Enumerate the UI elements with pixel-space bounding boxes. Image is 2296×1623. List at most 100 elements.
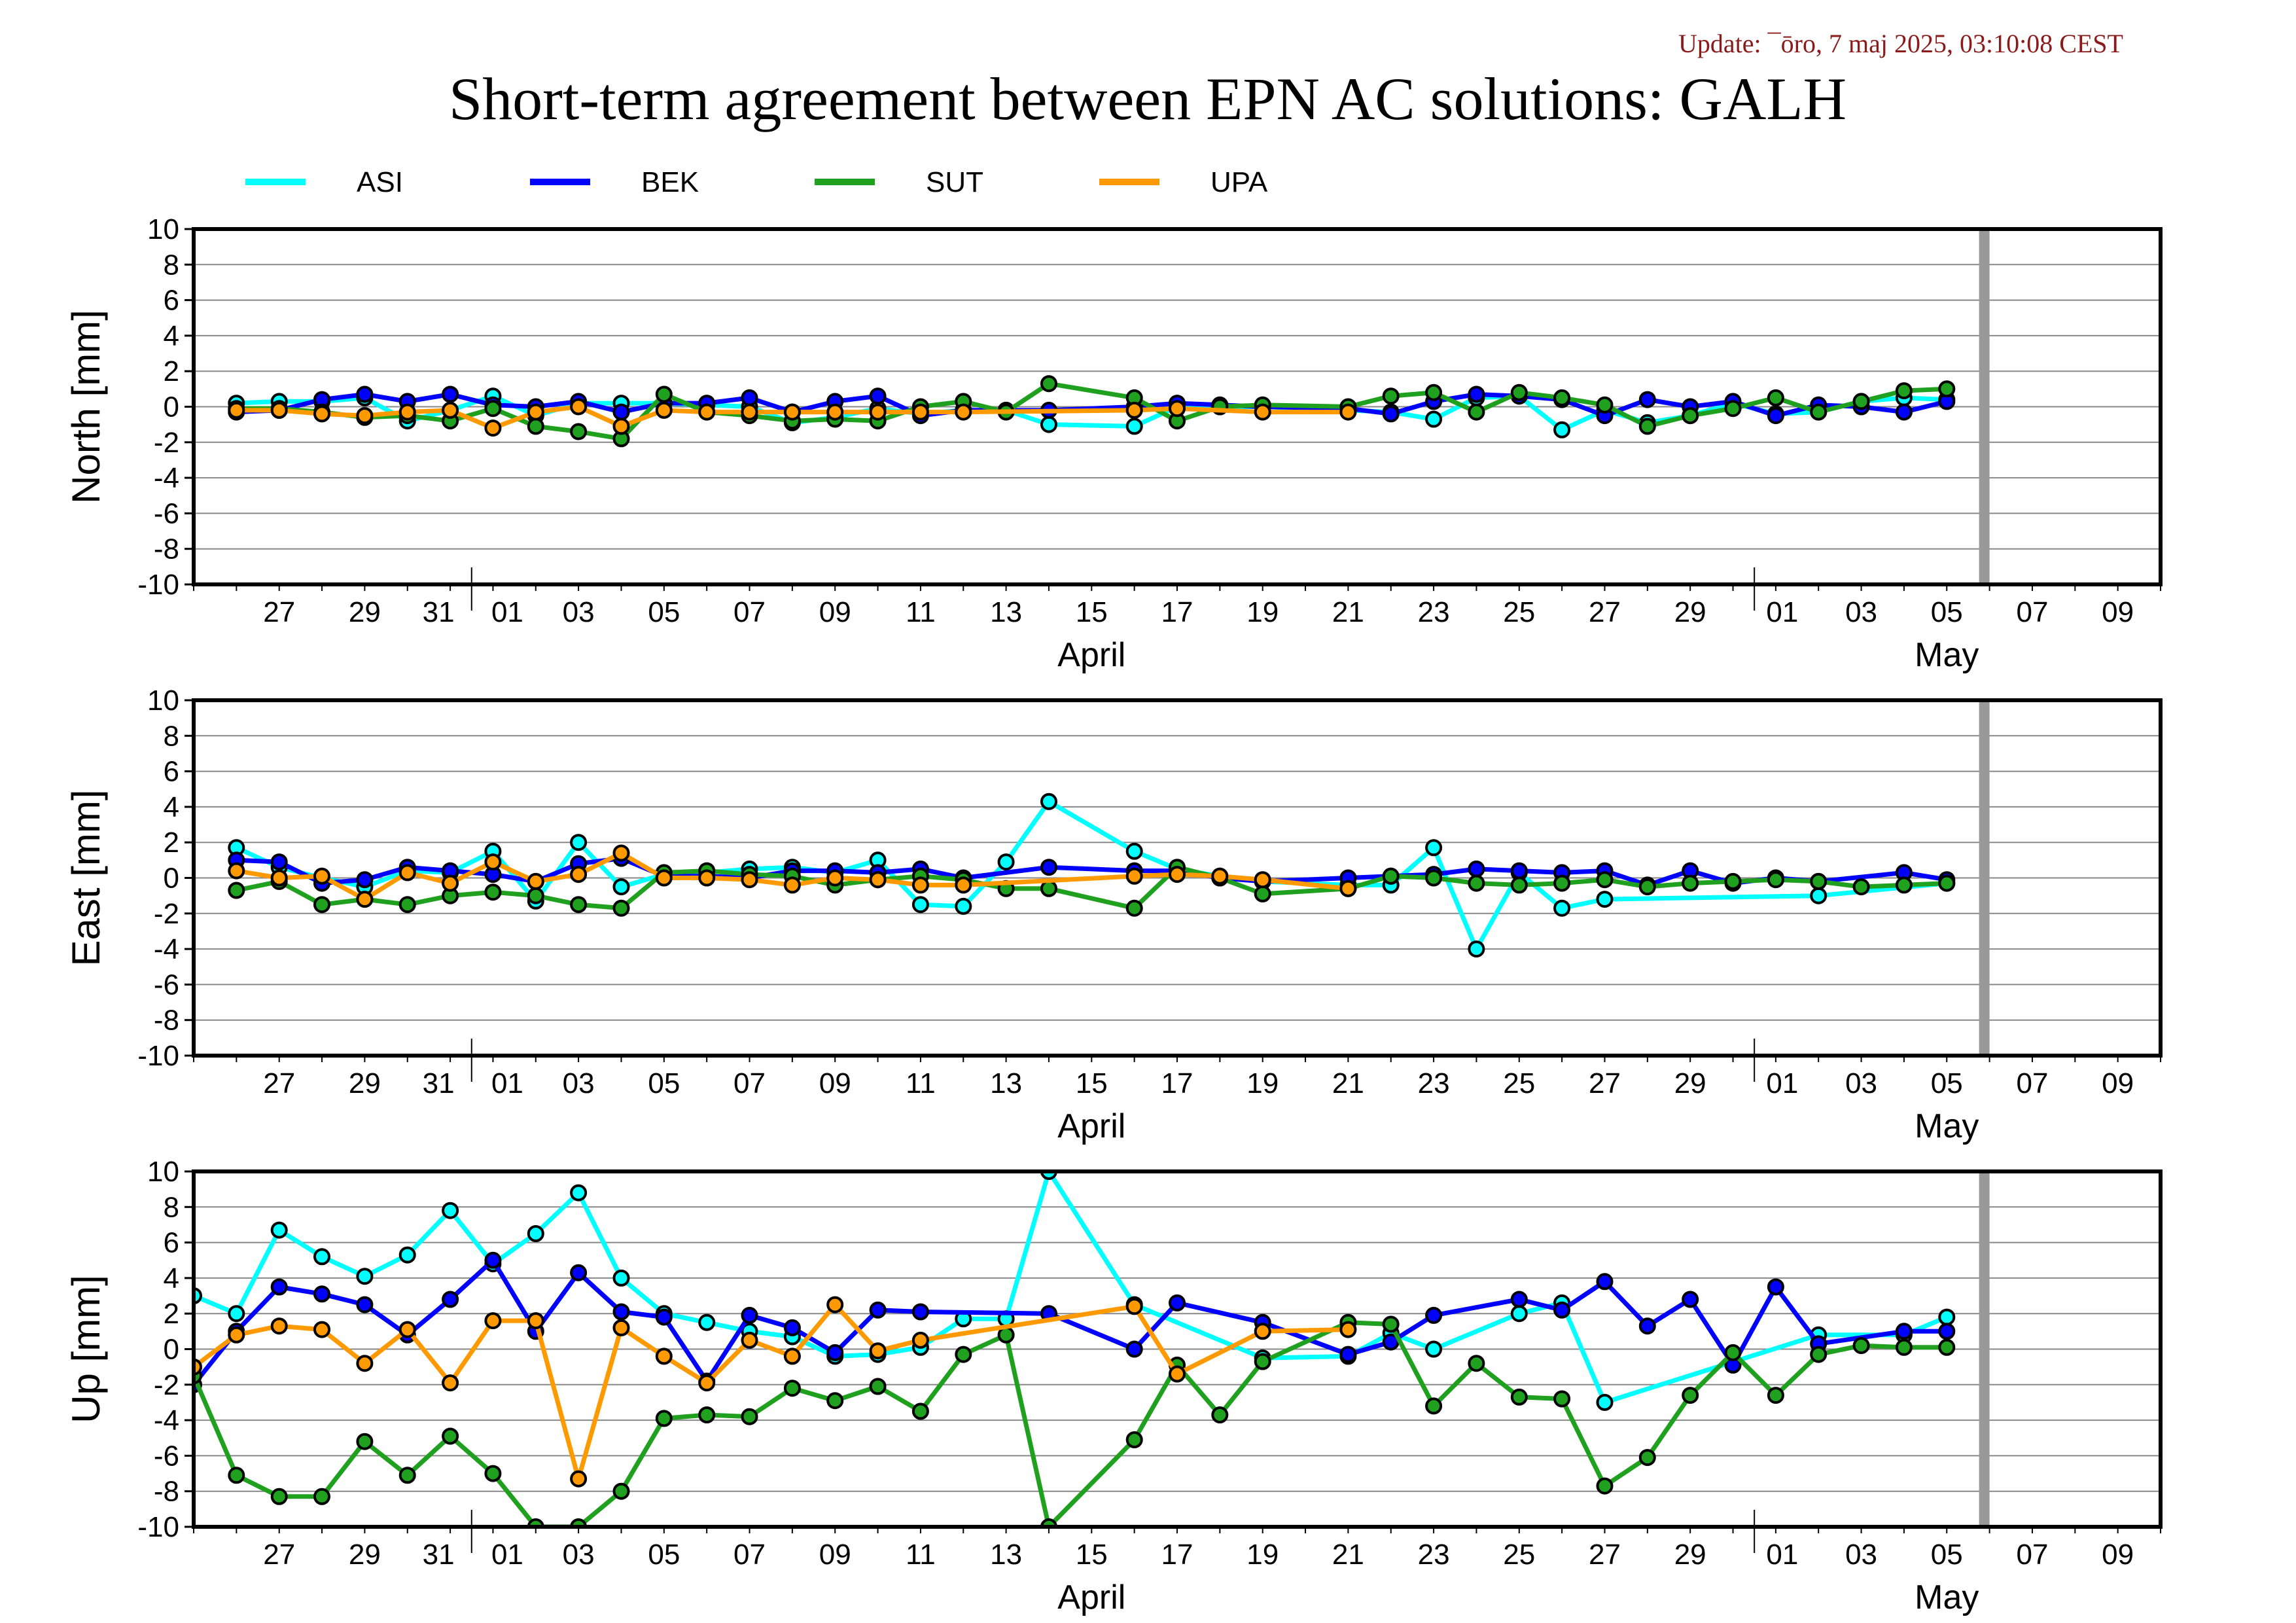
x-tick-label: 29 [1674, 596, 1706, 628]
x-tick-label: 17 [1161, 1539, 1193, 1571]
data-point-sut [1895, 876, 1913, 894]
y-axis-title: Up [mm] [64, 1275, 108, 1423]
data-point-sut [1724, 872, 1742, 890]
y-tick-label: 0 [164, 391, 179, 423]
x-tick-label: 13 [990, 1067, 1022, 1099]
data-point-upa [1254, 403, 1271, 421]
data-point-bek [783, 1319, 801, 1336]
y-tick-label: -2 [154, 427, 179, 459]
month-label: April [1057, 1107, 1125, 1145]
data-point-bek [570, 1264, 588, 1281]
x-tick-label: 27 [263, 1539, 295, 1571]
data-point-upa [356, 1355, 374, 1372]
data-point-bek [270, 853, 288, 871]
x-tick-label: 13 [990, 1539, 1022, 1571]
data-point-bek [1468, 385, 1485, 403]
data-point-sut [1553, 389, 1571, 406]
x-tick-label: 17 [1161, 1067, 1193, 1099]
x-tick-label: 13 [990, 596, 1022, 628]
data-point-upa [741, 1331, 758, 1349]
data-point-upa [869, 1342, 887, 1360]
y-tick-label: 6 [164, 756, 179, 788]
data-point-bek [356, 1296, 374, 1313]
y-tick-label: 0 [164, 1334, 179, 1366]
data-point-upa [442, 874, 459, 892]
x-tick-label: 05 [1931, 1067, 1963, 1099]
data-point-sut [570, 423, 588, 440]
data-point-sut [1767, 389, 1784, 406]
series-line-upa [236, 404, 1349, 431]
x-tick-label: 19 [1246, 596, 1279, 628]
panel-east: 108 64 2 0-2-4 -6 -8-10 27 29 31 01 03 05 07 09 11 13 15… [64, 685, 2163, 1145]
x-tick-label: 03 [563, 1539, 595, 1571]
x-tick-label: 01 [1766, 1539, 1798, 1571]
panel-north: 10 8 642 0 -2-4-6 -8 -10 27 29 31 01 03 05 07 09 11 13 15… [64, 213, 2163, 674]
x-tick-label: 01 [491, 1539, 523, 1571]
data-point-asi [1596, 1393, 1614, 1411]
y-tick-label: 4 [164, 791, 179, 823]
data-point-sut [1938, 1338, 1956, 1356]
x-tick-label: 05 [648, 1539, 680, 1571]
x-tick-label: 09 [819, 1067, 851, 1099]
data-point-sut [1852, 878, 1870, 896]
data-point-bek [869, 387, 887, 405]
data-point-upa [1169, 866, 1186, 883]
y-tick-label: 8 [164, 249, 179, 281]
data-point-asi [698, 1313, 716, 1331]
y-tick-label: -10 [137, 1511, 179, 1543]
y-tick-label: 8 [164, 720, 179, 752]
data-point-bek [1638, 391, 1656, 408]
data-point-bek [270, 1278, 288, 1296]
data-point-upa [612, 418, 630, 435]
data-point-upa [826, 1296, 844, 1313]
data-point-upa [270, 401, 288, 419]
y-tick-label: -4 [154, 1404, 179, 1436]
data-point-bek [356, 871, 374, 889]
x-tick-label: 29 [349, 1539, 381, 1571]
data-point-bek [356, 385, 374, 403]
data-point-upa [741, 403, 758, 421]
y-tick-label: -8 [154, 533, 179, 565]
data-point-sut [398, 896, 416, 914]
legend-item-asi: ASI [245, 166, 403, 198]
data-point-sut [228, 882, 245, 899]
x-tick-label: 01 [491, 596, 523, 628]
data-point-sut [1553, 874, 1571, 892]
data-point-bek [442, 385, 459, 403]
data-point-upa [228, 862, 245, 880]
data-point-sut [1810, 403, 1828, 421]
data-point-sut [356, 1433, 374, 1450]
x-tick-label: 17 [1161, 596, 1193, 628]
x-tick-label: 25 [1503, 1067, 1535, 1099]
y-tick-label: 10 [147, 1156, 179, 1188]
data-point-bek [1510, 862, 1528, 880]
data-point-asi [228, 1305, 245, 1323]
data-point-bek [1767, 1278, 1784, 1296]
y-tick-label: -2 [154, 898, 179, 930]
data-point-sut [442, 1427, 459, 1445]
data-point-sut [1682, 1387, 1699, 1404]
x-tick-label: 29 [1674, 1539, 1706, 1571]
legend-item-bek: BEK [530, 166, 699, 198]
data-point-sut [1895, 382, 1913, 400]
x-tick-label: 09 [2102, 1067, 2134, 1099]
data-point-upa [228, 1326, 245, 1344]
y-tick-label: 10 [147, 685, 179, 717]
data-point-sut [313, 1488, 330, 1505]
data-point-sut [911, 1402, 929, 1420]
legend-item-sut: SUT [815, 166, 983, 198]
data-point-sut [398, 1467, 416, 1484]
data-point-sut [1638, 1449, 1656, 1467]
data-point-sut [1938, 874, 1956, 892]
x-tick-label: 15 [1076, 1539, 1108, 1571]
data-point-bek [1382, 405, 1400, 423]
x-tick-label: 27 [1589, 1539, 1621, 1571]
month-label: April [1057, 1578, 1125, 1616]
data-point-asi [1596, 891, 1614, 908]
data-point-sut [1040, 880, 1057, 897]
data-point-upa [911, 876, 929, 894]
data-point-upa [484, 419, 502, 437]
month-label: April [1057, 636, 1125, 674]
x-tick-label: 27 [1589, 596, 1621, 628]
data-point-asi [612, 1269, 630, 1287]
